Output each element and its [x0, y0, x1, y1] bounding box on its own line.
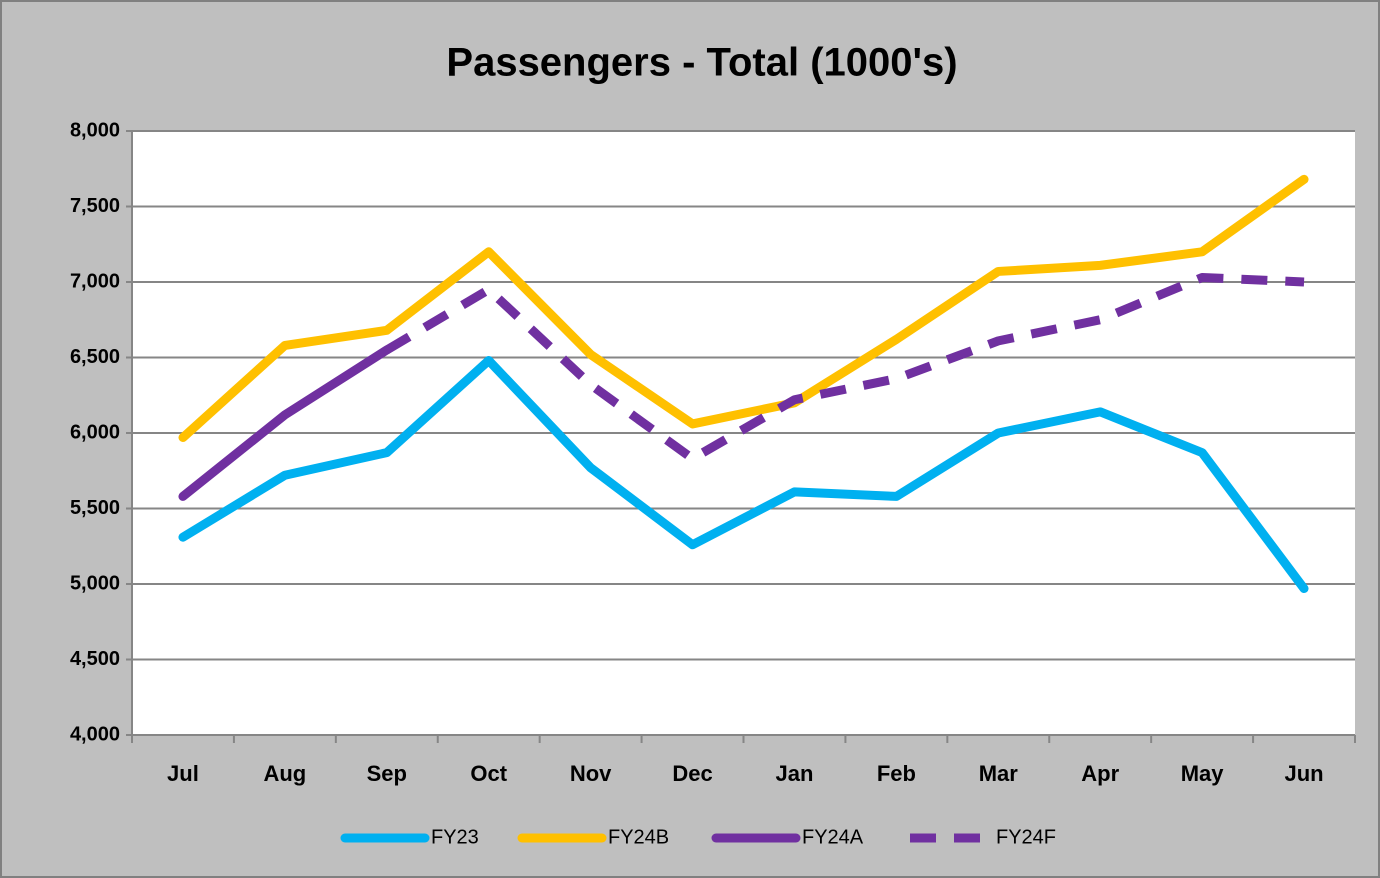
x-tick-label: Apr	[1081, 761, 1119, 786]
y-tick-label: 4,500	[70, 648, 120, 670]
legend-label: FY24B	[608, 826, 669, 848]
x-tick-label: May	[1181, 761, 1225, 786]
series-line	[384, 272, 1305, 464]
legend-label: FY23	[431, 826, 479, 848]
chart-title: Passengers - Total (1000's)	[446, 41, 957, 85]
x-tick-label: Jul	[167, 761, 199, 786]
x-tick-label: Nov	[570, 761, 612, 786]
x-tick-label: Dec	[672, 761, 712, 786]
y-tick-label: 6,000	[70, 421, 120, 443]
y-tick-label: 4,000	[70, 723, 120, 745]
x-tick-label: Feb	[877, 761, 916, 786]
series-line	[178, 345, 392, 501]
y-tick-label: 7,000	[70, 270, 120, 292]
y-tick-label: 5,000	[70, 572, 120, 594]
x-tick-label: Oct	[470, 761, 507, 786]
series-line	[178, 174, 1309, 443]
legend-label: FY24A	[802, 826, 864, 848]
x-tick-label: Jan	[775, 761, 813, 786]
x-tick-label: Mar	[979, 761, 1019, 786]
x-tick-label: Sep	[367, 761, 407, 786]
series-line	[178, 356, 1309, 594]
y-tick-label: 5,500	[70, 497, 120, 519]
legend-label: FY24F	[996, 826, 1056, 848]
x-tick-label: Jun	[1284, 761, 1323, 786]
y-tick-label: 6,500	[70, 346, 120, 368]
y-tick-label: 8,000	[70, 119, 120, 141]
y-tick-label: 7,500	[70, 195, 120, 217]
x-tick-label: Aug	[263, 761, 306, 786]
